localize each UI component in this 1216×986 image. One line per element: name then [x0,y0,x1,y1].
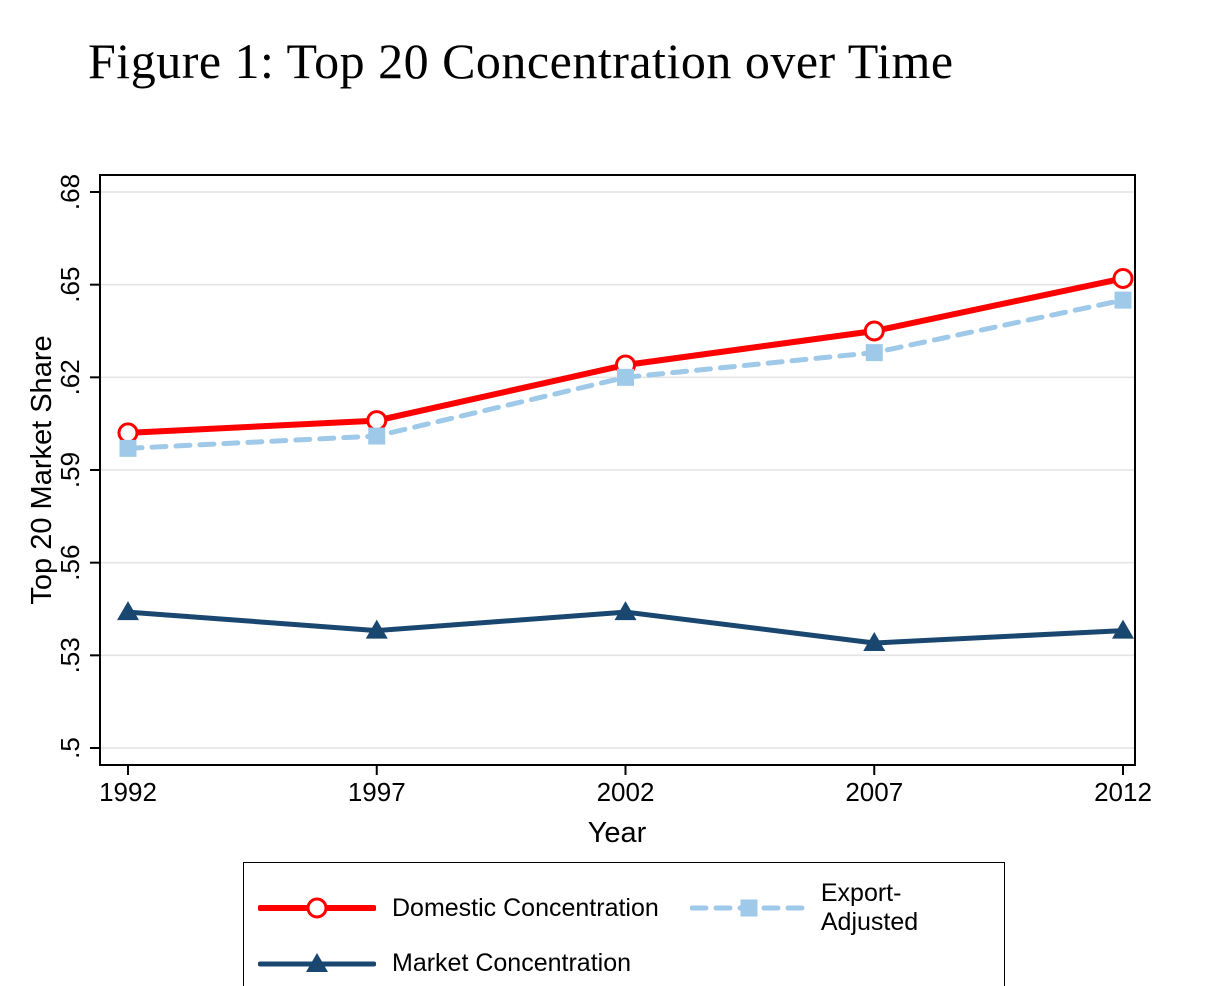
marker-export-adjusted [368,427,386,445]
marker-export-adjusted [119,439,137,457]
chart-title: Figure 1: Top 20 Concentration over Time [88,33,954,89]
y-tick-label: .5 [55,737,85,759]
x-tick-label: 2007 [845,777,903,807]
marker-domestic-concentration [366,410,388,432]
legend-marker-filled-triangle-icon [306,952,328,972]
marker-domestic-concentration [863,320,885,342]
marker-export-adjusted [1114,291,1132,309]
legend-label-market-concentration: Market Concentration [392,949,632,977]
y-tick-label: .62 [55,359,85,395]
x-tick-label: 2012 [1094,777,1152,807]
marker-export-adjusted [865,344,883,362]
y-axis-title: Top 20 Market Share [26,335,58,604]
legend-label-domestic-concentration: Domestic Concentration [392,893,659,922]
marker-market-concentration [117,601,139,621]
y-tick-label: .68 [55,174,85,210]
legend-label-export-adjusted: Export-Adjusted [820,879,919,936]
marker-domestic-concentration [117,422,139,444]
marker-export-adjusted [617,368,634,386]
y-tick-label: .59 [55,452,85,488]
legend-key-domestic-concentration [258,897,376,919]
marker-market-concentration [614,601,637,621]
legend-key-market-concentration [258,952,376,972]
x-axis-title: Year [588,817,647,849]
marker-market-concentration [365,619,388,639]
legend-item-export-adjusted: Export-Adjusted [690,879,994,937]
y-tick-label: .53 [55,637,85,673]
x-tick-label: 1997 [348,777,406,807]
legend-marker-open-circle-icon [306,897,328,919]
legend-item-domestic-concentration: Domestic Concentration [258,879,690,937]
x-tick-label: 2002 [597,777,655,807]
legend-marker-filled-square-icon [740,899,758,917]
legend-item-market-concentration: Market Concentration [258,949,690,978]
marker-domestic-concentration [1112,267,1134,289]
y-tick-label: .56 [55,545,85,581]
legend: Domestic Concentration Export-Adjusted Mar… [243,862,1005,986]
legend-key-export-adjusted [690,899,805,917]
marker-market-concentration [1112,619,1134,639]
y-tick-label: .65 [55,267,85,303]
x-tick-label: 1992 [99,777,157,807]
marker-market-concentration [863,631,886,651]
